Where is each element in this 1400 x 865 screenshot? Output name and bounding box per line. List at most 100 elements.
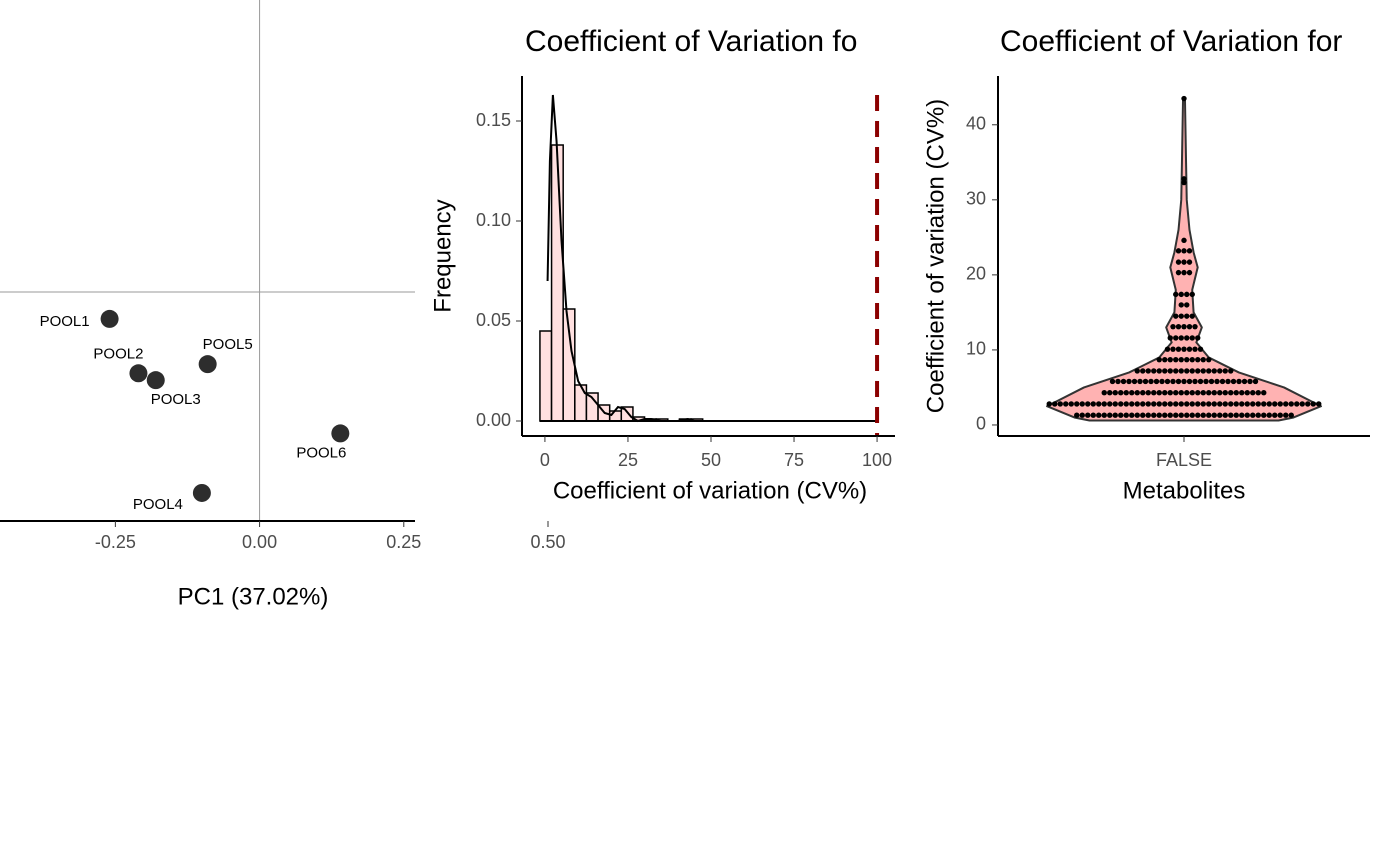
y-tick-label: 0.15 [476,110,511,130]
dot [1085,401,1091,407]
dot [1277,412,1283,418]
dot [1140,401,1146,407]
dot [1225,378,1231,385]
dot [1142,378,1149,385]
dot [1096,412,1102,418]
dot [1197,378,1204,385]
dot [1123,401,1129,407]
dot [1134,368,1140,374]
dot [1175,323,1182,330]
dot [1184,368,1190,374]
dot [1079,412,1085,418]
dot [1181,248,1187,254]
dot [1239,401,1245,407]
dot [1178,401,1184,407]
dot [1214,378,1220,385]
dot [1063,401,1069,407]
dot [1173,313,1179,319]
dot [1200,389,1206,396]
dot [1181,378,1187,385]
dot [1107,412,1113,418]
dot [1145,368,1151,374]
dot [1299,401,1305,407]
dot [1167,412,1173,418]
dot [1118,389,1124,396]
x-axis-title: Coefficient of variation (CV%) [553,477,867,504]
dot [1173,368,1179,374]
dot [1164,346,1171,352]
dot [1173,356,1179,363]
dot [1186,248,1193,254]
x-tick-label: 25 [618,450,638,470]
dot [1181,95,1187,102]
dot [1151,412,1157,418]
point [100,309,119,328]
dot [1217,401,1223,407]
dot [1247,378,1253,385]
dot [1239,389,1245,396]
dot [1203,378,1209,385]
y-tick-label: 10 [966,339,986,359]
dot [1206,389,1212,396]
y-tick-label: 0 [976,414,986,434]
dot [1189,401,1195,407]
dot [1096,401,1102,407]
dot [1085,412,1091,418]
dot [1173,291,1179,298]
point-label: POOL4 [133,496,183,513]
dot [1206,356,1212,363]
dot [1184,291,1190,298]
y-axis-title: Frequency [429,199,456,312]
dot [1173,401,1179,407]
dot [1228,389,1234,396]
dot [1162,412,1168,418]
dot [1244,412,1250,418]
y-tick-label: 0.00 [476,410,511,430]
y-tick-label: 0.05 [476,310,511,330]
dot [1200,356,1206,363]
dot [1178,291,1184,298]
x-tick-label: 50 [701,450,721,470]
x-axis-title: PC1 (37.02%) [178,583,329,610]
dot [1305,401,1311,407]
dot [1184,356,1190,363]
point-label: POOL1 [40,313,90,330]
dot [1186,323,1193,330]
dot [1272,412,1278,418]
dot [1200,401,1206,407]
bar [550,144,564,422]
point-label: POOL6 [296,444,346,461]
dot [1115,378,1121,385]
dot [1310,401,1316,407]
dot [1233,401,1239,407]
dot [1189,313,1195,319]
dot [1151,389,1157,396]
dot [1112,401,1118,407]
dot [1140,412,1146,418]
dot [1233,389,1239,396]
dot [1156,368,1162,374]
dot [1175,269,1182,276]
bar [574,384,588,422]
dot [1261,412,1267,418]
dot [1140,389,1146,396]
dot [1126,378,1132,385]
y-tick-label: 0.10 [476,210,511,230]
dot [1195,401,1201,407]
dot [1192,346,1198,352]
dot [1131,378,1138,385]
dot [1288,401,1294,407]
dot [1200,368,1206,374]
dot [1217,389,1223,396]
dot [1244,401,1250,407]
density-line [546,94,702,423]
dot [1277,401,1283,407]
dot [1079,401,1085,407]
dot [1175,378,1182,385]
dot [1159,378,1165,385]
chart-title: Coefficient of Variation fo [525,25,857,58]
dot [1189,412,1195,418]
dot [1112,389,1118,396]
